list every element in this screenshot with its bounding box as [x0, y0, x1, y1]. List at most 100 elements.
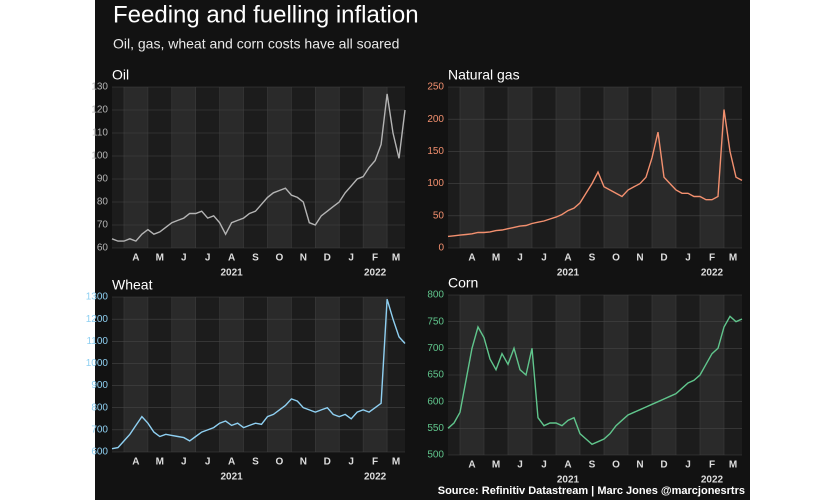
y-tick-label: 650 [427, 370, 444, 381]
x-tick-label: M [729, 253, 737, 264]
y-tick-label: 900 [91, 380, 108, 391]
year-label: 2021 [557, 268, 580, 279]
y-tick-label: 1200 [86, 314, 109, 325]
month-band [123, 297, 148, 452]
plot-area [112, 87, 405, 248]
x-tick-label: A [228, 457, 235, 468]
x-tick-label: M [392, 253, 400, 264]
x-tick-label: J [517, 460, 523, 471]
year-label: 2021 [557, 475, 580, 486]
y-tick-label: 700 [91, 424, 108, 435]
y-tick-label: 120 [91, 105, 108, 116]
y-tick-label: 100 [91, 151, 108, 162]
x-tick-label: F [709, 253, 715, 264]
x-tick-label: S [589, 460, 596, 471]
x-tick-label: S [589, 253, 596, 264]
x-tick-label: J [205, 253, 211, 264]
subtitle: Oil, gas, wheat and corn costs have all … [113, 36, 399, 52]
y-tick-label: 800 [91, 402, 108, 413]
y-tick-label: 150 [427, 146, 444, 157]
month-band [315, 87, 340, 248]
y-tick-label: 110 [92, 128, 108, 139]
x-tick-label: J [541, 460, 547, 471]
panel-title: Corn [448, 275, 478, 291]
month-band [219, 297, 244, 452]
x-tick-label: A [132, 253, 139, 264]
x-tick-label: J [348, 457, 354, 468]
month-band [267, 297, 292, 452]
y-tick-label: 70 [97, 220, 109, 231]
x-tick-label: A [228, 253, 235, 264]
y-tick-label: 600 [91, 447, 108, 458]
x-tick-label: J [685, 460, 691, 471]
x-tick-label: M [156, 457, 164, 468]
month-band [556, 87, 580, 248]
data-line [111, 299, 406, 450]
y-tick-label: 250 [427, 82, 444, 93]
y-tick-label: 0 [438, 243, 444, 254]
x-tick-label: O [612, 253, 620, 264]
x-tick-label: O [276, 253, 284, 264]
x-tick-label: J [685, 253, 691, 264]
y-tick-label: 200 [427, 114, 444, 125]
month-band [123, 87, 148, 248]
year-label: 2022 [701, 475, 724, 486]
x-tick-label: M [729, 460, 737, 471]
y-tick-label: 550 [427, 423, 444, 434]
y-tick-label: 100 [427, 178, 444, 189]
month-band [315, 297, 340, 452]
x-tick-label: S [252, 457, 259, 468]
x-tick-label: A [564, 253, 571, 264]
x-tick-label: D [660, 253, 667, 264]
month-band [460, 87, 484, 248]
plot-area [112, 297, 405, 452]
x-tick-label: J [205, 457, 211, 468]
x-tick-label: M [492, 460, 500, 471]
x-tick-label: N [636, 460, 643, 471]
x-tick-label: N [636, 253, 643, 264]
y-tick-label: 50 [433, 210, 445, 221]
x-tick-label: J [348, 253, 354, 264]
year-label: 2022 [701, 268, 724, 279]
x-tick-label: O [276, 457, 284, 468]
month-band [508, 87, 532, 248]
x-tick-label: M [392, 457, 400, 468]
x-tick-label: J [517, 253, 523, 264]
y-tick-label: 130 [91, 82, 108, 93]
x-tick-label: J [181, 253, 187, 264]
x-tick-label: A [468, 253, 475, 264]
month-band [363, 87, 388, 248]
year-label: 2021 [220, 472, 243, 483]
x-tick-label: A [132, 457, 139, 468]
x-tick-label: J [181, 457, 187, 468]
month-band [171, 87, 196, 248]
y-tick-label: 80 [97, 197, 109, 208]
x-tick-label: D [324, 253, 331, 264]
panel-title: Natural gas [448, 67, 520, 83]
y-tick-label: 1000 [86, 358, 109, 369]
y-tick-label: 1300 [86, 292, 109, 303]
year-label: 2022 [364, 268, 387, 279]
x-tick-label: A [564, 460, 571, 471]
x-tick-label: D [660, 460, 667, 471]
x-tick-label: O [612, 460, 620, 471]
year-label: 2022 [364, 472, 387, 483]
x-tick-label: F [709, 460, 715, 471]
month-band [219, 87, 244, 248]
x-tick-label: N [300, 253, 307, 264]
y-tick-label: 750 [427, 316, 444, 327]
x-tick-label: D [324, 457, 331, 468]
x-tick-label: S [252, 253, 259, 264]
y-tick-label: 1100 [86, 336, 108, 347]
title: Feeding and fuelling inflation [113, 1, 419, 28]
plot-area [448, 87, 742, 248]
source: Source: Refinitiv Datastream | Marc Jone… [438, 485, 745, 497]
y-tick-label: 700 [427, 343, 444, 354]
x-tick-label: F [372, 457, 378, 468]
x-tick-label: F [372, 253, 378, 264]
y-tick-label: 600 [427, 396, 444, 407]
panel-title: Oil [112, 67, 129, 83]
month-band [267, 87, 292, 248]
x-tick-label: J [541, 253, 547, 264]
